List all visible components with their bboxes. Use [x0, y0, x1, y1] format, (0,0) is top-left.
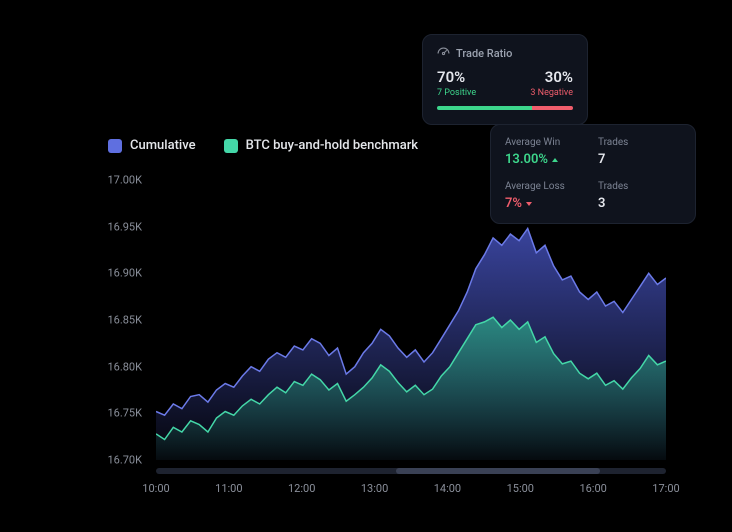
ratio-negative-pct: 30%	[545, 68, 573, 86]
x-tick-label: 15:00	[507, 482, 534, 495]
stat-label-avg-loss: Average Loss	[505, 181, 588, 192]
legend-label-cumulative: Cumulative	[130, 138, 196, 153]
stat-trades-loss: Trades 3	[598, 181, 681, 211]
x-tick-label: 12:00	[288, 482, 315, 495]
ratio-bar-negative	[532, 106, 573, 110]
legend-item-cumulative: Cumulative	[108, 138, 196, 153]
chart-legend: Cumulative BTC buy-and-hold benchmark	[108, 138, 418, 153]
stat-value-avg-win: 13.00%	[505, 152, 588, 167]
stat-label-trades-win: Trades	[598, 137, 681, 148]
stat-avg-win: Average Win 13.00%	[505, 137, 588, 167]
x-axis: 10:0011:0012:0013:0014:0015:0016:0017:00	[156, 482, 666, 502]
x-tick-label: 16:00	[579, 482, 606, 495]
ratio-bar-positive	[437, 106, 532, 110]
x-tick-label: 14:00	[434, 482, 461, 495]
y-tick-label: 16.80K	[107, 360, 142, 373]
trade-ratio-card: Trade Ratio 70% 30% 7 Positive 3 Negativ…	[422, 34, 588, 125]
x-tick-label: 10:00	[142, 482, 169, 495]
legend-swatch-cumulative	[108, 139, 122, 153]
y-tick-label: 16.75K	[107, 407, 142, 420]
price-chart: 16.70K16.75K16.80K16.85K16.90K16.95K17.0…	[100, 180, 670, 500]
stat-value-avg-loss: 7%	[505, 196, 588, 211]
chart-scrollbar-thumb[interactable]	[396, 468, 600, 474]
ratio-bar	[437, 106, 573, 110]
arrow-down-icon	[526, 202, 532, 206]
trade-ratio-title: Trade Ratio	[456, 47, 512, 60]
gauge-icon	[437, 47, 450, 60]
y-tick-label: 16.85K	[107, 314, 142, 327]
stat-value-trades-loss: 3	[598, 196, 681, 211]
y-tick-label: 16.90K	[107, 267, 142, 280]
y-tick-label: 16.95K	[107, 220, 142, 233]
x-tick-label: 11:00	[215, 482, 242, 495]
ratio-positive-pct: 70%	[437, 68, 465, 86]
legend-item-benchmark: BTC buy-and-hold benchmark	[224, 138, 419, 153]
y-tick-label: 17.00K	[107, 174, 142, 187]
x-tick-label: 13:00	[361, 482, 388, 495]
y-tick-label: 16.70K	[107, 454, 142, 467]
legend-label-benchmark: BTC buy-and-hold benchmark	[246, 138, 419, 153]
stat-value-trades-win: 7	[598, 152, 681, 167]
legend-swatch-benchmark	[224, 139, 238, 153]
ratio-negative-sub: 3 Negative	[530, 88, 573, 98]
stat-label-avg-win: Average Win	[505, 137, 588, 148]
stat-trades-win: Trades 7	[598, 137, 681, 167]
stat-label-trades-loss: Trades	[598, 181, 681, 192]
chart-scrollbar-track[interactable]	[156, 468, 666, 474]
arrow-up-icon	[552, 158, 558, 162]
ratio-positive-sub: 7 Positive	[437, 88, 476, 98]
stat-avg-loss: Average Loss 7%	[505, 181, 588, 211]
y-axis: 16.70K16.75K16.80K16.85K16.90K16.95K17.0…	[100, 180, 150, 460]
trade-stats-card: Average Win 13.00% Trades 7 Average Loss…	[490, 124, 696, 224]
x-tick-label: 17:00	[652, 482, 679, 495]
